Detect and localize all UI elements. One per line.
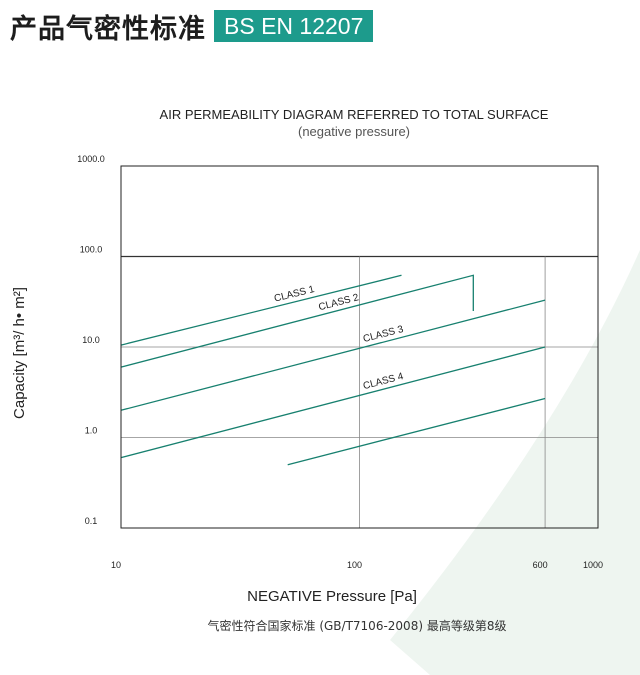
x-tick-label-3: 1000 (583, 560, 603, 570)
chart-title: AIR PERMEABILITY DIAGRAM REFERRED TO TOT… (160, 107, 549, 122)
x-tick-label-1: 100 (347, 560, 362, 570)
x-tick-label-0: 10 (111, 560, 121, 570)
watermark-swoosh (390, 250, 640, 675)
y-tick-label-4: 1000.0 (77, 154, 105, 164)
y-tick-label-0: 0.1 (85, 516, 98, 526)
chart-subtitle: (negative pressure) (298, 124, 410, 139)
series-line-4 (120, 346, 546, 459)
footnote: 气密性符合国家标准 (GB/T7106-2008) 最高等级第8级 (208, 618, 507, 633)
page-header: 产品气密性标准 BS EN 12207 (10, 9, 374, 45)
series-line-2 (120, 274, 474, 368)
plot-frame (120, 165, 599, 529)
series-lines (120, 274, 546, 466)
series-line-5 (287, 397, 546, 466)
page-title: 产品气密性标准 (10, 13, 206, 45)
series-line-1 (120, 274, 402, 346)
x-axis-label: NEGATIVE Pressure [Pa] (247, 588, 417, 605)
standard-badge: BS EN 12207 (214, 10, 374, 42)
tick-labels: 0.1 1.0 10.0 100.0 1000.0 10 100 600 1000 (77, 154, 603, 570)
y-axis-label: Capacity [m³/ h• m²] (11, 287, 28, 419)
x-tick-label-2: 600 (533, 560, 548, 570)
y-tick-label-3: 100.0 (80, 245, 103, 255)
series-line-3 (120, 299, 546, 411)
y-tick-label-2: 10.0 (82, 335, 100, 345)
y-tick-label-1: 1.0 (85, 426, 98, 436)
